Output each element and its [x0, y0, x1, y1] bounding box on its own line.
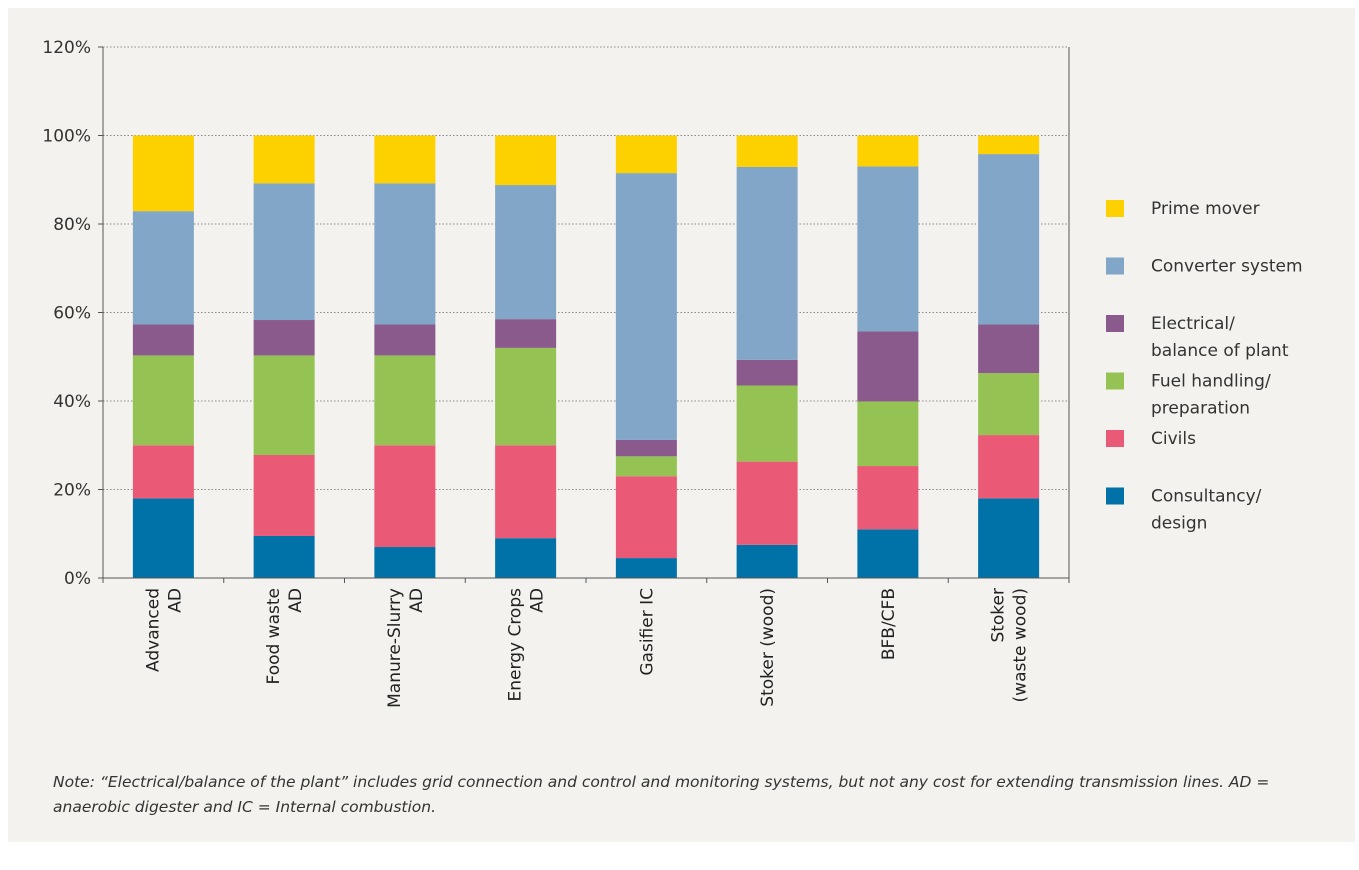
y-tick-label: 80% [53, 215, 91, 235]
y-tick-label: 20% [53, 481, 91, 501]
bar-segment [978, 135, 1040, 155]
bar-segment [978, 435, 1040, 499]
legend-swatch [1106, 257, 1124, 275]
bar-segment [857, 331, 919, 402]
bar-segment [736, 544, 798, 578]
bar-segment [374, 183, 436, 325]
gridlines [103, 46, 1069, 490]
bars [132, 135, 1040, 578]
bar-segment [615, 135, 677, 174]
category-label: (waste wood) [1011, 588, 1031, 702]
bar-segment [495, 538, 557, 578]
y-tick-label: 40% [53, 392, 91, 412]
bar-segment [495, 319, 557, 348]
category-label: BFB/CFB [879, 588, 899, 660]
y-tick-labels: 0% 20% 40% 60% 80% 100% 120% [42, 38, 91, 589]
category-label: Advanced [143, 588, 163, 672]
category-label: AD [407, 588, 427, 613]
bar-segment [253, 535, 315, 578]
legend-swatch [1106, 372, 1124, 390]
bar-segment [857, 135, 919, 167]
bar-segment [857, 529, 919, 578]
y-tick-label: 100% [42, 127, 91, 147]
y-tick-label: 0% [64, 569, 91, 589]
legend-label: preparation [1151, 399, 1250, 419]
bar-segment [495, 185, 557, 320]
bar-segment [615, 456, 677, 477]
bar-segment [132, 135, 194, 212]
legend-swatch [1106, 315, 1124, 332]
bar-segment [253, 183, 315, 321]
bar-segment [253, 355, 315, 455]
category-label: AD [165, 588, 185, 613]
chart-panel: 0% 20% 40% 60% 80% 100% 120% Advanced AD Food wa… [8, 8, 1355, 842]
bar-segment [253, 454, 315, 536]
legend-label: Electrical/ [1151, 314, 1235, 334]
bar-segment [374, 355, 436, 446]
bar-segment [132, 445, 194, 499]
bar-segment [132, 211, 194, 325]
legend-label: design [1151, 514, 1207, 534]
bar-segment [374, 324, 436, 356]
bar-segment [132, 498, 194, 578]
bar-segment [132, 355, 194, 446]
bar-segment [253, 320, 315, 356]
bar-segment [132, 324, 194, 356]
bar-segment [253, 135, 315, 184]
bar-segment [857, 166, 919, 332]
category-label: AD [286, 588, 306, 613]
bar-segment [615, 173, 677, 440]
legend-label: Prime mover [1151, 199, 1260, 219]
stacked-bar-chart: 0%20%40%60%80%100%120% Advanced AD Food wa… [42, 38, 1303, 708]
bar-segment [495, 445, 557, 539]
bar-segment [615, 558, 677, 578]
legend-swatch [1106, 430, 1124, 447]
bar-segment [857, 401, 919, 467]
bar-segment [374, 135, 436, 184]
bar-segment [978, 154, 1040, 325]
bar-segment [978, 324, 1040, 374]
category-label: AD [528, 588, 548, 613]
legend-label: Converter system [1151, 257, 1303, 277]
category-label: Manure-Slurry [385, 588, 405, 708]
y-tick-label: 120% [42, 38, 91, 58]
legend-label: balance of plant [1151, 341, 1289, 361]
chart-note: Note: “Electrical/balance of the plant” … [53, 773, 1270, 816]
bar-segment [978, 373, 1040, 436]
bar-segment [495, 135, 557, 186]
legend-label: Consultancy/ [1151, 487, 1262, 507]
legend-swatch [1106, 200, 1124, 217]
legend-swatch [1106, 487, 1124, 505]
bar-segment [615, 476, 677, 559]
category-labels: Advanced AD Food waste AD Manure-Slurry AD Ene… [143, 588, 1030, 708]
bar-segment [736, 166, 798, 360]
category-label: Stoker (wood) [758, 588, 778, 707]
category-label: Energy Crops [506, 588, 526, 702]
bar-segment [495, 347, 557, 446]
category-label: Stoker [989, 588, 1009, 643]
legend-label: Civils [1151, 429, 1196, 449]
bar-segment [736, 135, 798, 167]
axes [98, 46, 1070, 583]
bar-segment [978, 498, 1040, 578]
bar-segment [736, 359, 798, 386]
legend: Prime mover Converter system Electrical/ba… [1106, 199, 1303, 534]
category-label: Gasifier IC [637, 588, 657, 676]
bar-segment [857, 466, 919, 530]
bar-segment [736, 385, 798, 462]
bar-segment [615, 439, 677, 457]
bar-segment [374, 547, 436, 578]
y-tick-label: 60% [53, 304, 91, 324]
bar-segment [374, 445, 436, 548]
legend-label: Fuel handling/ [1151, 372, 1271, 392]
bar-segment [736, 461, 798, 545]
category-label: Food waste [264, 588, 284, 684]
